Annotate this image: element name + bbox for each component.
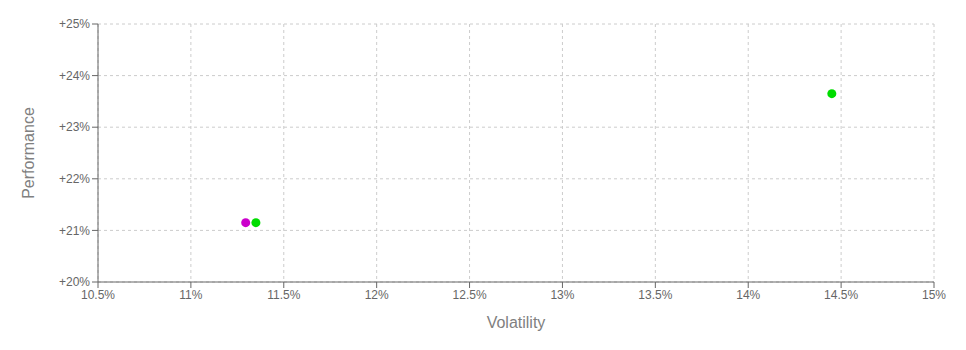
svg-text:15%: 15%: [922, 288, 946, 302]
svg-text:12%: 12%: [365, 288, 389, 302]
svg-text:+24%: +24%: [59, 69, 90, 83]
svg-text:11.5%: 11.5%: [267, 288, 300, 302]
svg-text:14%: 14%: [736, 288, 760, 302]
svg-text:14.5%: 14.5%: [824, 288, 858, 302]
svg-text:13%: 13%: [550, 288, 574, 302]
svg-text:+25%: +25%: [59, 17, 90, 31]
svg-text:Volatility: Volatility: [487, 314, 546, 331]
svg-text:10.5%: 10.5%: [81, 288, 115, 302]
svg-text:12.5%: 12.5%: [453, 288, 487, 302]
svg-text:+23%: +23%: [59, 120, 90, 134]
svg-text:Performance: Performance: [20, 107, 37, 199]
svg-text:13.5%: 13.5%: [638, 288, 672, 302]
svg-text:11%: 11%: [179, 288, 202, 302]
svg-text:+20%: +20%: [59, 275, 90, 289]
svg-text:+21%: +21%: [59, 224, 90, 238]
svg-text:+22%: +22%: [59, 172, 90, 186]
